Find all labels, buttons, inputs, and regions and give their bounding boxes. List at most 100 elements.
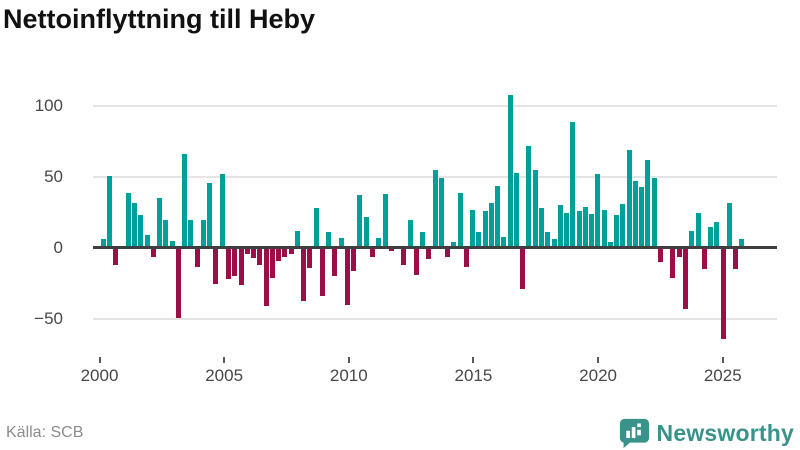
x-axis-tick bbox=[98, 357, 101, 363]
y-axis-label: 0 bbox=[53, 238, 63, 257]
y-axis-label: 100 bbox=[34, 96, 63, 115]
bar bbox=[351, 248, 357, 271]
bar bbox=[614, 215, 620, 249]
bar bbox=[451, 242, 457, 248]
bar bbox=[313, 208, 319, 249]
bar bbox=[344, 248, 350, 305]
bar bbox=[288, 248, 294, 254]
bar bbox=[682, 248, 688, 310]
bar bbox=[620, 203, 626, 248]
bar bbox=[495, 185, 501, 249]
bar bbox=[307, 248, 313, 268]
bar bbox=[457, 192, 463, 248]
bar bbox=[545, 232, 551, 248]
bar bbox=[432, 169, 438, 248]
x-axis-line bbox=[93, 246, 777, 249]
bar bbox=[294, 230, 300, 248]
y-gridline bbox=[93, 105, 777, 107]
y-axis-label: −50 bbox=[34, 309, 63, 328]
bar bbox=[413, 248, 419, 275]
bar bbox=[326, 232, 332, 248]
bar bbox=[138, 215, 144, 249]
bar bbox=[407, 219, 413, 248]
bar bbox=[388, 248, 394, 251]
x-axis-label: 2010 bbox=[329, 366, 368, 385]
bar bbox=[670, 248, 676, 278]
bar bbox=[513, 172, 519, 249]
bar bbox=[426, 248, 432, 260]
bar bbox=[175, 248, 181, 318]
bar bbox=[132, 202, 138, 248]
bar bbox=[369, 248, 375, 257]
bar bbox=[589, 213, 594, 248]
bar bbox=[570, 121, 576, 248]
bar bbox=[182, 154, 188, 248]
bar bbox=[169, 240, 175, 248]
bar bbox=[695, 212, 701, 248]
bar bbox=[632, 181, 638, 248]
bar bbox=[645, 159, 651, 248]
bar bbox=[319, 248, 325, 297]
bar bbox=[226, 248, 231, 280]
bar bbox=[376, 238, 382, 248]
bar bbox=[332, 248, 338, 277]
bar bbox=[539, 208, 544, 249]
bar bbox=[626, 150, 632, 249]
bar bbox=[601, 209, 607, 248]
bar bbox=[701, 248, 707, 270]
bar bbox=[739, 239, 745, 248]
x-axis-label: 2005 bbox=[205, 366, 244, 385]
brand-wordmark: Newsworthy bbox=[656, 419, 794, 446]
bar bbox=[676, 248, 682, 257]
bar bbox=[100, 239, 106, 248]
x-axis-tick bbox=[721, 357, 724, 363]
x-axis-tick bbox=[347, 357, 350, 363]
bar bbox=[720, 248, 726, 339]
bar bbox=[401, 248, 407, 265]
bar bbox=[576, 211, 582, 248]
x-axis-label: 2015 bbox=[454, 366, 493, 385]
newsworthy-icon bbox=[619, 418, 650, 449]
bar bbox=[157, 198, 163, 248]
bar bbox=[194, 248, 200, 267]
x-axis-tick bbox=[472, 357, 475, 363]
bar bbox=[282, 248, 288, 257]
bar bbox=[445, 248, 451, 257]
bar bbox=[520, 248, 526, 290]
bar bbox=[301, 248, 307, 301]
bar bbox=[488, 202, 494, 248]
x-axis-tick bbox=[597, 357, 600, 363]
bar bbox=[107, 175, 112, 248]
bar bbox=[582, 206, 588, 248]
bar bbox=[276, 248, 281, 261]
bar bbox=[657, 248, 663, 263]
newsworthy-logo[interactable]: Newsworthy bbox=[619, 418, 794, 449]
bar bbox=[338, 238, 344, 248]
bar bbox=[244, 248, 250, 254]
bar bbox=[269, 248, 275, 278]
bar bbox=[219, 174, 225, 248]
bar bbox=[213, 248, 219, 284]
bar bbox=[476, 232, 482, 248]
footer: Källa: SCB Newsworthy bbox=[0, 416, 800, 450]
bar bbox=[382, 194, 388, 249]
bar bbox=[438, 178, 444, 248]
y-gridline bbox=[93, 318, 777, 320]
bar bbox=[357, 195, 363, 248]
x-axis-label: 2020 bbox=[579, 366, 617, 385]
bar bbox=[651, 178, 657, 248]
bar bbox=[257, 248, 263, 265]
bar bbox=[263, 248, 269, 307]
bar bbox=[551, 239, 557, 248]
bar bbox=[470, 209, 476, 248]
bar bbox=[689, 230, 695, 248]
bar bbox=[607, 242, 613, 248]
bar bbox=[420, 232, 425, 248]
bar bbox=[733, 248, 738, 270]
bar bbox=[125, 192, 131, 248]
bar bbox=[708, 226, 713, 248]
bar bbox=[507, 94, 513, 249]
bar bbox=[232, 248, 238, 277]
bar bbox=[564, 212, 569, 248]
bar bbox=[714, 222, 720, 249]
